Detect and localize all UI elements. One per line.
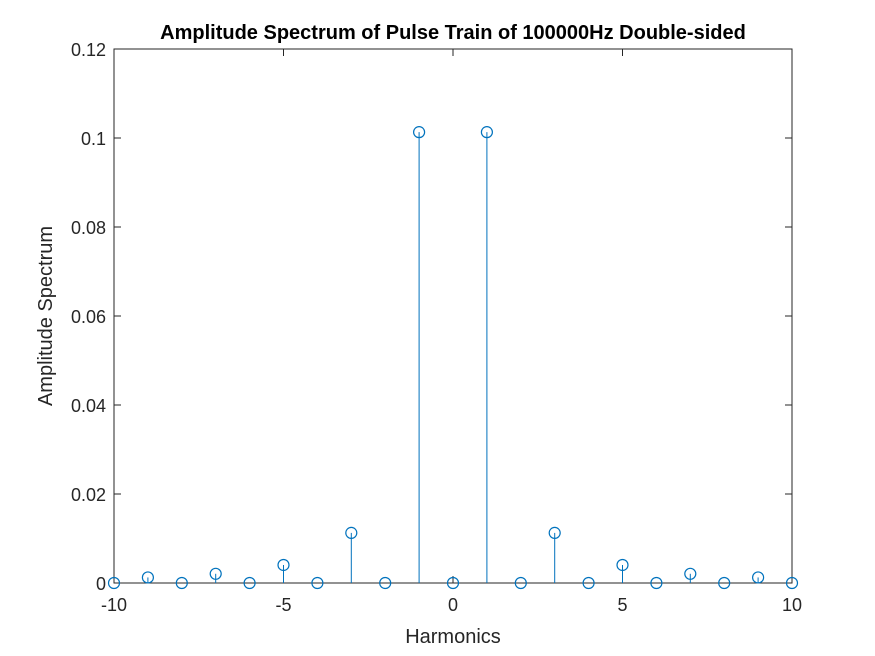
chart-title: Amplitude Spectrum of Pulse Train of 100… — [160, 22, 746, 44]
stem-series — [107, 126, 799, 590]
stem-marker — [277, 558, 290, 572]
stem-marker — [582, 576, 595, 590]
stem-marker — [514, 576, 527, 590]
y-tick-label: 0.02 — [71, 485, 106, 505]
stem-marker — [413, 126, 426, 139]
stem-marker — [311, 576, 324, 590]
y-tick-label: 0.08 — [71, 218, 106, 238]
y-tick-label: 0.12 — [71, 40, 106, 60]
x-tick-label: -10 — [101, 595, 127, 615]
x-tick-label: -5 — [275, 595, 291, 615]
x-tick-label: 0 — [448, 595, 458, 615]
stem-marker — [548, 526, 561, 539]
stem-marker — [107, 576, 121, 590]
y-tick-label: 0.06 — [71, 307, 106, 327]
stem-marker — [718, 576, 731, 590]
stem-marker — [446, 576, 460, 590]
y-tick-label: 0.04 — [71, 396, 106, 416]
stem-marker — [243, 576, 256, 590]
stem-marker — [141, 571, 154, 584]
stem-marker — [650, 576, 663, 590]
y-tick-label: 0 — [96, 574, 106, 594]
stem-marker — [785, 576, 799, 590]
y-axis-label: Amplitude Spectrum — [35, 226, 57, 406]
stem-marker — [379, 576, 392, 590]
stem-marker — [209, 567, 222, 580]
x-axis-label: Harmonics — [405, 626, 501, 648]
stem-marker — [345, 526, 358, 539]
axes: -10 -5 0 5 10 0 0.02 0.04 0.06 0.08 0.1 0.12 — [71, 40, 802, 615]
stem-marker — [175, 576, 188, 590]
stem-marker — [616, 558, 629, 572]
plot-area — [114, 49, 792, 583]
stem-marker — [480, 126, 493, 139]
stem-marker — [684, 567, 697, 580]
stem-marker — [751, 571, 765, 584]
x-tick-label: 5 — [617, 595, 627, 615]
y-tick-label: 0.1 — [81, 129, 106, 149]
x-tick-label: 10 — [782, 595, 802, 615]
